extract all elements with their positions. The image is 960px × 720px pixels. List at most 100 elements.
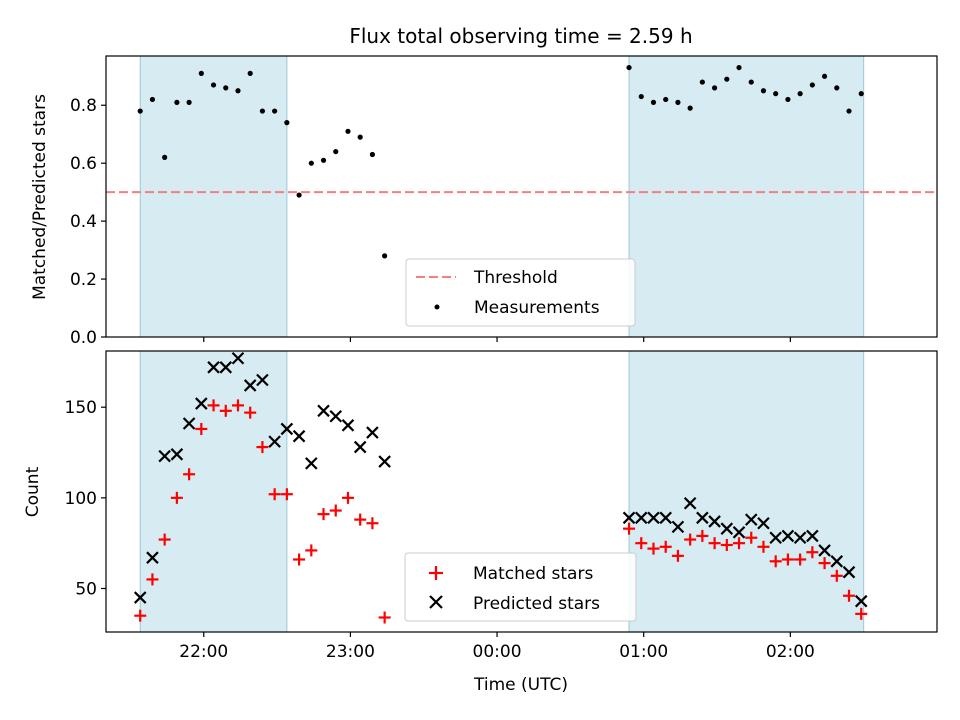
predicted-star-mark: [671, 520, 685, 534]
predicted-star-point: [769, 531, 782, 545]
matched-star-point: [244, 406, 257, 419]
predicted-star-point: [268, 435, 281, 448]
predicted-star-mark: [268, 435, 281, 448]
predicted-star-mark: [683, 497, 697, 510]
measurement-point: [149, 96, 156, 103]
matched-star-point: [341, 491, 354, 504]
predicted-star-point: [280, 422, 294, 436]
measurement-point: [247, 70, 253, 76]
measurement-point: [809, 82, 815, 88]
measurement-point: [821, 73, 828, 79]
predicted-star-mark: [793, 531, 807, 545]
predicted-star-mark: [696, 511, 709, 525]
predicted-star-mark: [378, 455, 391, 468]
predicted-star-point: [170, 448, 184, 461]
measurement-point: [834, 85, 840, 91]
matched-star-point: [843, 589, 856, 602]
matched-star-point: [256, 441, 269, 454]
predicted-star-point: [243, 379, 257, 392]
predicted-star-point: [292, 429, 306, 443]
predicted-star-mark: [708, 515, 721, 528]
predicted-star-point: [341, 419, 355, 432]
predicted-star-point: [329, 409, 343, 423]
measurement-point: [736, 64, 742, 71]
shaded-interval: [139, 55, 288, 338]
measurement-point: [675, 99, 681, 105]
measurement-point: [137, 108, 143, 114]
matched-star-point: [708, 537, 721, 550]
predicted-star-point: [818, 544, 831, 557]
predicted-star-mark: [720, 522, 734, 535]
chart-title: Flux total observing time = 2.59 h: [349, 24, 692, 48]
measurement-point: [308, 160, 314, 166]
predicted-star-point: [683, 497, 697, 510]
measurement-point: [382, 253, 388, 259]
measurement-point: [162, 154, 168, 160]
predicted-star-mark: [292, 429, 306, 443]
matched-star-point: [696, 529, 709, 542]
predicted-star-mark: [634, 511, 648, 525]
predicted-star-mark: [647, 511, 660, 525]
predicted-star-point: [622, 511, 636, 525]
matched-star-point: [231, 399, 244, 412]
legend-matched-swatch: [429, 566, 443, 580]
measurement-point: [296, 192, 302, 198]
predicted-star-mark: [182, 417, 196, 430]
y-tick-label: 0.6: [70, 154, 97, 174]
legend-measurements-label: Measurements: [474, 298, 600, 318]
predicted-star-point: [317, 404, 330, 418]
matched-star-point: [268, 488, 281, 501]
matched-star-point: [720, 538, 733, 551]
matched-star-point: [684, 533, 697, 546]
matched-star-point: [378, 611, 391, 624]
matched-star-point: [830, 569, 843, 582]
predicted-star-point: [256, 373, 269, 387]
predicted-star-point: [744, 513, 758, 526]
predicted-star-point: [757, 516, 770, 530]
predicted-star-mark: [170, 448, 184, 461]
matched-star-point: [366, 517, 379, 530]
matched-star-point: [207, 399, 220, 412]
predicted-star-mark: [207, 361, 220, 374]
measurement-point: [284, 120, 290, 126]
matched-star-point: [134, 609, 147, 622]
measurement-point: [797, 91, 803, 97]
predicted-star-mark: [256, 373, 269, 387]
y-tick-label: 150: [65, 398, 97, 418]
predicted-star-mark: [842, 565, 856, 579]
predicted-star-mark: [781, 529, 795, 543]
measurement-point: [186, 99, 192, 105]
predicted-star-mark: [659, 511, 672, 525]
predicted-star-point: [854, 594, 868, 608]
predicted-star-point: [158, 449, 171, 463]
predicted-star-point: [182, 417, 196, 430]
predicted-star-point: [378, 455, 391, 468]
predicted-star-mark: [317, 404, 330, 418]
predicted-star-mark: [366, 426, 379, 439]
predicted-star-mark: [219, 361, 233, 374]
bottom-shaded-intervals: [139, 350, 865, 633]
matched-star-point: [280, 488, 293, 501]
y-tick-label: 50: [75, 579, 97, 599]
matched-star-point: [818, 557, 831, 570]
matched-star-point: [158, 533, 171, 546]
top-y-ticks: 0.0 0.2 0.4 0.6 0.8: [70, 96, 106, 348]
predicted-star-point: [195, 397, 208, 410]
matched-star-point: [635, 537, 648, 550]
measurement-point: [711, 85, 718, 91]
predicted-star-mark: [243, 379, 257, 392]
matched-star-point: [305, 544, 318, 557]
measurement-point: [223, 85, 229, 91]
predicted-star-mark: [341, 419, 355, 432]
bottom-axes-frame: [105, 350, 938, 633]
matched-star-point: [757, 540, 770, 553]
matched-star-point: [293, 553, 306, 566]
legend-predicted-label: Predicted stars: [473, 594, 600, 614]
predicted-star-point: [366, 426, 379, 439]
measurement-point: [760, 88, 767, 94]
x-axis-label: Time (UTC): [473, 675, 568, 695]
measurement-point: [724, 76, 730, 82]
bottom-legend: Matched stars Predicted stars: [404, 552, 637, 622]
top-y-axis-label: Matched/Predicted stars: [30, 94, 50, 300]
measurement-point: [345, 128, 351, 134]
